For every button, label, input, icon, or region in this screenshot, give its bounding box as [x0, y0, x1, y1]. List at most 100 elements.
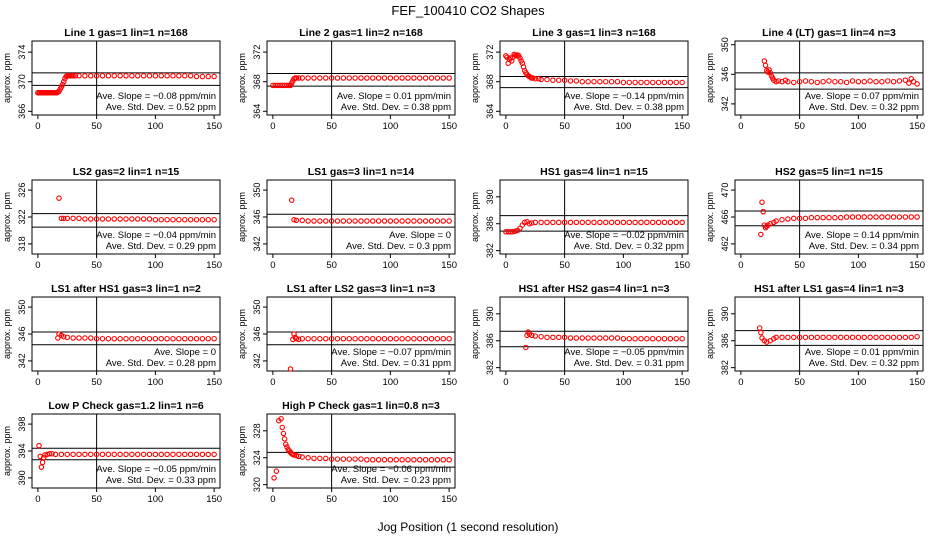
data-point	[271, 475, 277, 481]
data-point	[873, 78, 879, 85]
data-point	[399, 456, 405, 463]
data-point	[428, 335, 435, 342]
x-tick-label: 50	[559, 377, 570, 388]
data-point	[42, 452, 48, 458]
data-point	[849, 78, 856, 84]
data-point	[767, 70, 773, 76]
data-point	[284, 444, 290, 450]
data-point	[340, 75, 347, 81]
data-point	[305, 75, 311, 81]
y-tick-label: 398	[17, 417, 27, 432]
data-point	[661, 335, 668, 342]
data-point	[93, 73, 100, 79]
data-point	[796, 78, 803, 85]
stddev-annotation: Ave. Std. Dev. = 0.38 ppm	[341, 102, 451, 113]
data-point	[58, 451, 65, 458]
y-axis-label: approx. ppm	[237, 426, 247, 476]
data-point	[375, 456, 382, 463]
data-point	[117, 73, 123, 79]
data-point	[759, 199, 765, 205]
data-point	[93, 335, 100, 342]
data-point	[60, 78, 67, 85]
data-point	[369, 75, 376, 81]
data-point	[76, 215, 82, 222]
data-point	[76, 335, 82, 341]
data-point	[64, 215, 71, 222]
data-point	[405, 335, 411, 342]
y-tick-label: 342	[252, 236, 262, 251]
x-tick-label: 100	[382, 494, 398, 505]
data-point	[105, 73, 112, 79]
data-point	[158, 335, 165, 342]
y-tick-label: 372	[485, 45, 495, 60]
data-point	[305, 335, 311, 342]
data-point	[387, 456, 394, 463]
data-point	[170, 216, 176, 223]
panel-title: Line 1 gas=1 lin=1 n=168	[64, 27, 188, 39]
y-tick-label: 350	[17, 300, 27, 315]
data-point	[288, 197, 295, 203]
data-point	[399, 218, 405, 224]
y-tick-label: 470	[720, 183, 730, 198]
data-point	[908, 214, 914, 220]
chart-panel: HS1 gas=4 lin=1 n=15 0 50 100 150 382 386 390 ap…	[470, 166, 690, 271]
data-point	[561, 219, 568, 226]
data-point	[884, 78, 891, 84]
data-point	[283, 441, 289, 448]
chart-panel: LS1 after HS1 gas=3 lin=1 n=2 0 50 100 150 34…	[2, 283, 222, 388]
figure-xlabel: Jog Position (1 second resolution)	[378, 520, 559, 534]
data-point	[661, 79, 668, 86]
stddev-annotation: Ave. Std. Dev. = 0.29 ppm	[106, 241, 216, 252]
data-point	[129, 451, 135, 458]
data-point	[785, 78, 791, 85]
data-point	[105, 335, 112, 342]
data-point	[36, 442, 42, 449]
data-point	[555, 219, 562, 226]
data-point	[199, 73, 206, 80]
data-point	[614, 78, 621, 85]
x-tick-label: 150	[441, 260, 457, 271]
data-point	[649, 79, 656, 86]
data-point	[597, 219, 603, 226]
data-point	[632, 79, 638, 86]
data-point	[591, 78, 597, 85]
data-point	[620, 335, 627, 342]
data-point	[667, 335, 674, 342]
data-point	[855, 214, 862, 220]
data-point	[295, 336, 302, 343]
data-point	[352, 456, 358, 462]
data-point	[602, 78, 609, 85]
x-tick-label: 50	[91, 494, 102, 505]
data-point	[140, 73, 147, 79]
data-point	[779, 334, 785, 341]
y-tick-label: 346	[720, 67, 730, 82]
data-point	[906, 80, 912, 86]
panel-title: HS1 after LS1 gas=4 lin=1 n=3	[754, 283, 904, 295]
y-axis-label: approx. ppm	[470, 53, 480, 103]
data-point	[293, 217, 300, 224]
x-tick-label: 0	[35, 121, 40, 132]
data-point	[632, 335, 638, 342]
figure-title: FEF_100410 CO2 Shapes	[391, 3, 545, 18]
data-point	[278, 415, 284, 422]
data-point	[129, 73, 135, 79]
x-tick-label: 100	[615, 260, 631, 271]
data-point	[826, 334, 832, 341]
data-point	[679, 79, 685, 86]
slope-annotation: Ave. Slope = −0.04 ppm/min	[96, 230, 216, 241]
data-point	[538, 76, 544, 83]
data-point	[164, 73, 170, 79]
data-point	[591, 219, 597, 226]
x-tick-label: 150	[909, 121, 925, 132]
data-point	[317, 455, 323, 462]
data-point	[832, 78, 838, 85]
data-point	[773, 334, 779, 341]
data-point	[164, 335, 170, 342]
data-point	[837, 78, 844, 85]
data-point	[655, 79, 662, 86]
data-point	[387, 218, 394, 224]
data-point	[416, 335, 423, 342]
data-point	[375, 335, 382, 342]
data-point	[411, 218, 417, 224]
data-point	[820, 78, 826, 85]
